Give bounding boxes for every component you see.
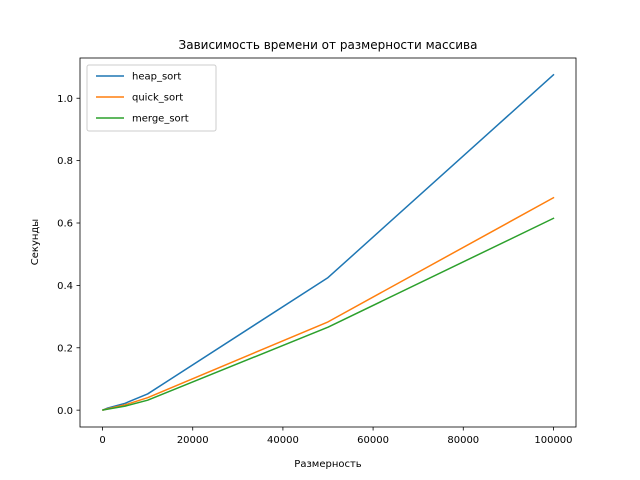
- y-tick-label: 0.6: [57, 219, 73, 230]
- legend-frame: [86, 64, 217, 132]
- plot-frame: [79, 57, 577, 428]
- legend-label-quick_sort: quick_sort: [132, 93, 183, 104]
- legend-label-heap_sort: heap_sort: [132, 72, 181, 83]
- x-tick-label: 60000: [357, 435, 389, 446]
- legend: heap_sort quick_sort merge_sort: [86, 64, 217, 132]
- series-line-merge_sort: [102, 217, 555, 411]
- series-layer: [102, 73, 555, 411]
- y-tick-label: 1.0: [57, 94, 73, 105]
- y-tick-label: 0.8: [57, 156, 73, 167]
- x-tick-label: 80000: [447, 435, 479, 446]
- y-tick-label: 0.0: [57, 406, 73, 417]
- x-tick-label: 100000: [534, 435, 572, 446]
- y-tick-label: 0.2: [57, 343, 73, 354]
- legend-label-merge_sort: merge_sort: [132, 114, 189, 125]
- x-axis: 0 20000 40000 60000 80000 100000: [99, 427, 573, 446]
- x-tick-label: 40000: [267, 435, 299, 446]
- y-axis: 0.0 0.2 0.4 0.6 0.8 1.0: [57, 94, 80, 417]
- chart-title: Зависимость времени от размерности масси…: [179, 38, 478, 52]
- y-axis-label: Секунды: [30, 219, 41, 265]
- x-tick-label: 0: [99, 435, 105, 446]
- x-tick-label: 20000: [177, 435, 209, 446]
- y-tick-label: 0.4: [57, 281, 73, 292]
- x-axis-label: Размерность: [294, 459, 361, 470]
